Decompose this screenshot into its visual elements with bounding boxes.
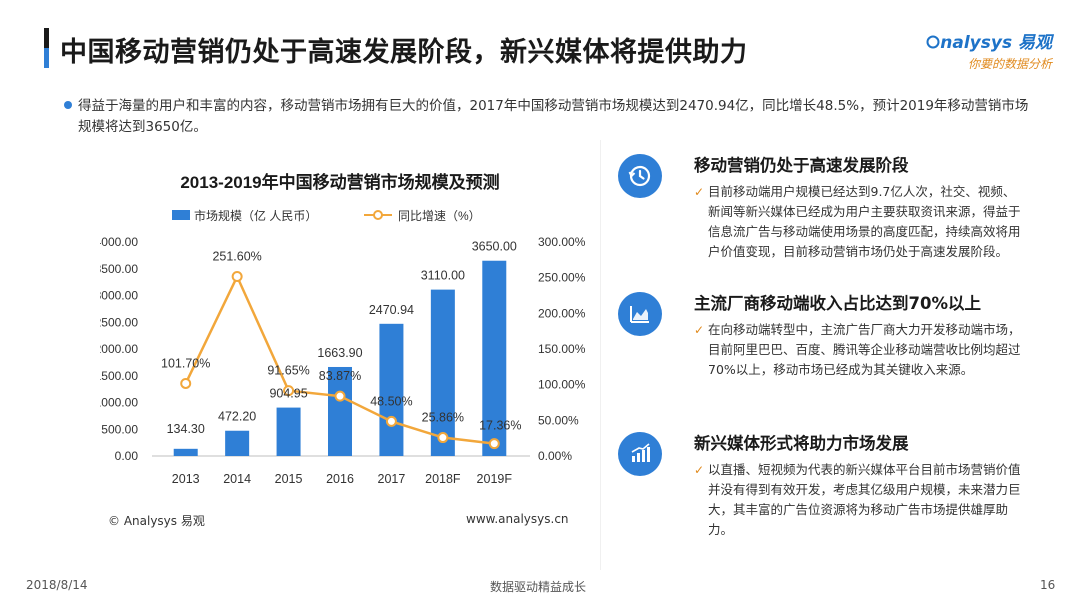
chart-title: 2013-2019年中国移动营销市场规模及预测 xyxy=(180,172,499,192)
analysys-a-icon xyxy=(926,35,940,49)
x-tick-label: 2016 xyxy=(326,472,354,486)
section-body: ✓ 以直播、短视频为代表的新兴媒体平台目前市场营销价值并没有得到有效开发，考虑其… xyxy=(694,462,1021,537)
line-value-label: 91.65% xyxy=(267,364,309,378)
brand-tagline: 你要的数据分析 xyxy=(967,57,1052,71)
y-right-tick-label: 300.00% xyxy=(538,235,586,249)
line-value-label: 25.86% xyxy=(422,411,464,425)
section-title: 移动营销仍处于高速发展阶段 xyxy=(694,156,909,175)
y-left-tick-label: 500.00 xyxy=(101,422,138,436)
footer-slogan: 数据驱动精益成长 xyxy=(490,580,587,594)
growth-rate-point xyxy=(385,415,397,427)
line-value-label: 48.50% xyxy=(370,394,412,408)
footer-page-number: 16 xyxy=(1040,578,1056,592)
bar-value-label: 134.30 xyxy=(167,422,205,436)
check-icon: ✓ xyxy=(694,323,705,337)
check-icon: ✓ xyxy=(694,185,705,199)
y-right-tick-label: 250.00% xyxy=(538,271,586,285)
section-title: 主流厂商移动端收入占比达到70%以上 xyxy=(694,294,981,313)
intro-paragraph: 得益于海量的用户和丰富的内容，移动营销市场拥有巨大的价值，2017年中国移动营销… xyxy=(64,96,1038,138)
growth-rate-point xyxy=(283,385,295,397)
bar-market-size xyxy=(482,260,507,456)
y-right-tick-label: 50.00% xyxy=(538,413,579,427)
growth-rate-point xyxy=(437,432,449,444)
x-tick-label: 2018F xyxy=(425,472,461,486)
y-right-tick-label: 150.00% xyxy=(538,342,586,356)
bar-market-size xyxy=(276,407,301,456)
y-left-tick-label: 0.00 xyxy=(115,449,139,463)
bar-value-label: 2470.94 xyxy=(369,303,414,317)
column-divider xyxy=(600,140,601,570)
clock-icon xyxy=(618,154,662,198)
bar-market-size xyxy=(379,323,404,456)
legend-label-line: 同比增速（%） xyxy=(398,209,481,223)
x-tick-label: 2013 xyxy=(172,472,200,486)
x-tick-label: 2014 xyxy=(223,472,251,486)
area-chart-icon xyxy=(618,292,662,336)
bar-market-size xyxy=(430,289,455,456)
bar-chart-icon xyxy=(618,432,662,476)
y-right-tick-label: 200.00% xyxy=(538,306,586,320)
line-value-label: 83.87% xyxy=(319,369,361,383)
section-title: 新兴媒体形式将助力市场发展 xyxy=(694,434,909,453)
y-left-tick-label: 1500.00 xyxy=(100,369,138,383)
y-left-tick-label: 3000.00 xyxy=(100,289,138,303)
y-right-tick-label: 0.00% xyxy=(538,449,572,463)
line-value-label: 101.70% xyxy=(161,356,210,370)
page-title: 中国移动营销仍处于高速发展阶段，新兴媒体将提供助力 xyxy=(60,37,748,68)
legend-swatch-bar xyxy=(172,210,190,220)
bar-market-size xyxy=(173,448,198,456)
intro-text: 得益于海量的用户和丰富的内容，移动营销市场拥有巨大的价值，2017年中国移动营销… xyxy=(78,98,1029,135)
growth-rate-point xyxy=(180,377,192,389)
y-right-tick-label: 100.00% xyxy=(538,378,586,392)
section-body: ✓ 目前移动端用户规模已经达到9.7亿人次，社交、视频、新闻等新兴媒体已经成为用… xyxy=(694,184,1021,259)
x-tick-label: 2017 xyxy=(378,472,406,486)
legend-line-marker xyxy=(373,210,383,220)
y-left-tick-label: 4000.00 xyxy=(100,235,138,249)
x-tick-label: 2019F xyxy=(477,472,513,486)
bullet-dot-icon xyxy=(64,101,72,109)
bar-market-size xyxy=(225,430,250,456)
bar-value-label: 472.20 xyxy=(218,410,256,424)
bar-market-size xyxy=(328,366,352,456)
bar-value-label: 904.95 xyxy=(269,387,307,401)
chart-source: © Analysys 易观 xyxy=(108,514,205,528)
bar-value-label: 3650.00 xyxy=(472,240,517,254)
y-left-tick-label: 3500.00 xyxy=(100,262,138,276)
bar-value-label: 1663.90 xyxy=(317,346,362,360)
chart-website: www.analysys.cn xyxy=(466,512,569,526)
x-tick-label: 2015 xyxy=(275,472,303,486)
legend-label-bar: 市场规模（亿 人民币） xyxy=(194,208,317,223)
growth-rate-point xyxy=(488,438,500,450)
section-body: ✓ 在向移动端转型中，主流广告厂商大力开发移动端市场，目前阿里巴巴、百度、腾讯等… xyxy=(694,322,1021,377)
brand-name: nalysys 易观 xyxy=(940,33,1052,53)
brand-logo: nalysys 易观 你要的数据分析 xyxy=(902,28,1052,72)
line-value-label: 251.60% xyxy=(212,250,261,264)
y-left-tick-label: 2500.00 xyxy=(100,315,138,329)
y-left-tick-label: 1000.00 xyxy=(100,396,138,410)
bar-value-label: 3110.00 xyxy=(421,269,465,283)
footer-date: 2018/8/14 xyxy=(26,578,88,592)
y-left-tick-label: 2000.00 xyxy=(100,342,138,356)
growth-rate-point xyxy=(231,271,243,283)
title-accent-bar-blue xyxy=(44,48,49,68)
growth-rate-point xyxy=(334,390,346,402)
line-value-label: 17.36% xyxy=(479,419,521,433)
check-icon: ✓ xyxy=(694,463,705,477)
